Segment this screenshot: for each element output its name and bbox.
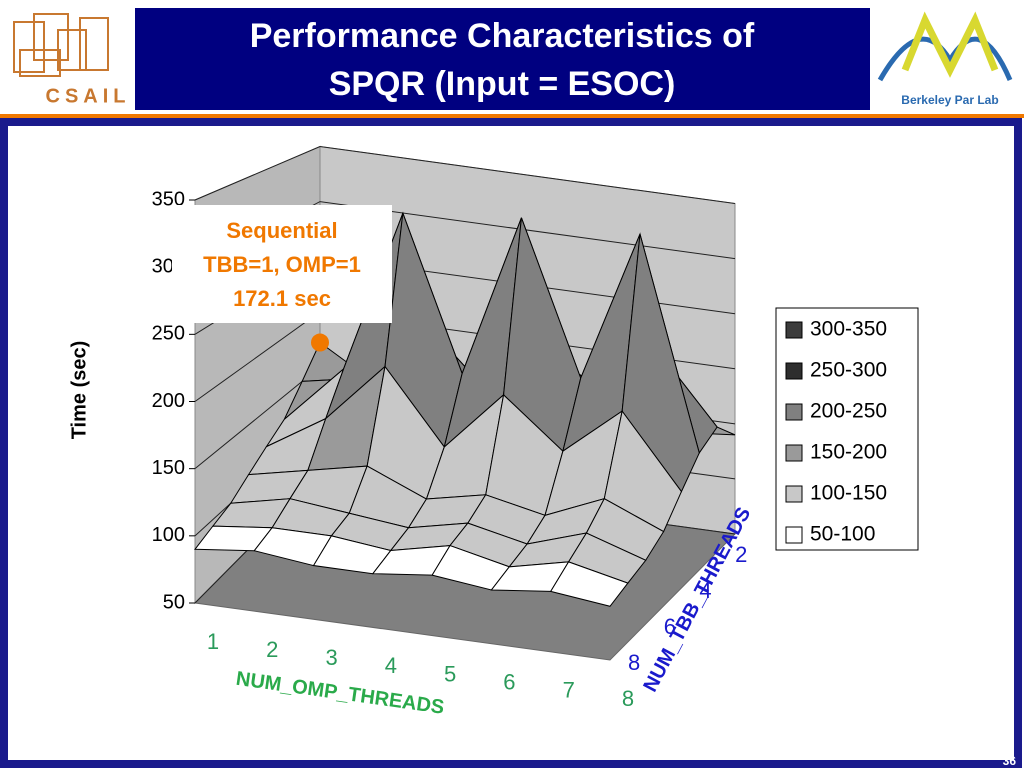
x-tick-label: 8 [622,686,634,711]
page-number: 36 [1003,754,1017,768]
legend-box [775,307,919,551]
y-tick-label: 100 [152,524,185,546]
grid-line [194,146,736,205]
legend-swatch [785,444,803,462]
y-tick-label: 350 [152,188,185,210]
csail-logo [13,13,109,77]
z-tick-label: 6 [664,614,676,639]
y-tick-label: 150 [152,457,185,479]
z-tick-label: 8 [628,650,640,675]
x-tick-label: 1 [207,629,219,654]
y-tick-label: 200 [152,390,185,412]
surface-cell [549,561,629,607]
csail-label: CSAIL [46,85,131,107]
y-tick-label: 50 [163,591,185,613]
annotation-text: TBB=1, OMP=1 [203,252,361,277]
legend-swatch [785,485,803,503]
x-tick-label: 6 [503,670,515,695]
annotation-box [172,205,392,323]
legend-swatch [785,321,803,339]
legend-swatch [785,403,803,421]
x-tick-label: 7 [563,678,575,703]
y-axis-title: Time (sec) [68,341,90,440]
legend-label: 150-200 [810,441,887,464]
annotation-text: 172.1 sec [233,286,331,311]
par-lab-label: Berkeley Par Lab [901,93,998,107]
annotation-marker [311,333,329,352]
title-box [135,8,870,110]
annotation-text: Sequential [226,218,337,243]
y-tick-label: 250 [152,323,185,345]
legend-swatch [785,362,803,380]
slide-frame [0,118,1022,768]
legend-label: 200-250 [810,400,887,423]
legend-label: 300-350 [810,318,887,341]
legend-label: 100-150 [810,482,887,505]
legend-swatch [785,526,803,544]
legend-label: 250-300 [810,359,887,382]
x-tick-label: 5 [444,661,456,686]
title-line: Performance Characteristics of [250,17,755,55]
z-tick-label: 4 [699,578,711,603]
x-tick-label: 2 [266,637,278,662]
title-line: SPQR (Input = ESOC) [329,65,676,103]
par-lab-logo [877,11,1013,82]
z-tick-label: 2 [735,542,747,567]
x-tick-label: 4 [385,653,397,678]
x-tick-label: 3 [325,645,337,670]
header-rule [0,114,1024,118]
legend-label: 50-100 [810,523,875,546]
